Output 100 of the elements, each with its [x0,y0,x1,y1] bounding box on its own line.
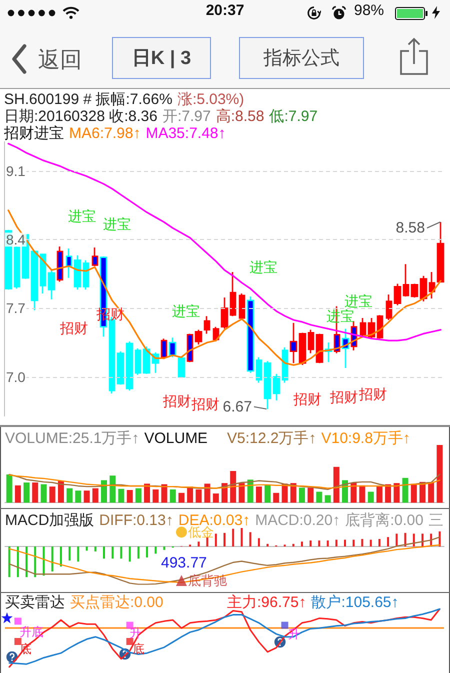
candlestick [142,346,150,375]
bar [256,486,262,503]
bar [378,538,380,547]
y-tick-label: 8.4 [6,232,26,248]
bar [198,542,200,547]
bar [77,546,80,562]
bar [370,540,372,547]
bar [396,534,398,547]
bar [170,489,176,503]
annotation: 招财 [60,320,88,336]
chart-title: SH.600199 # 振幅:7.66% [4,91,172,108]
candlestick [204,315,210,334]
legend-title: VOLUME [144,430,208,447]
line-series [8,142,442,342]
bar [6,474,12,503]
annotation: 升 [129,626,142,640]
y-tick-label: 7.7 [6,300,26,316]
bar [135,488,142,503]
bar [204,484,210,503]
candlestick [230,271,236,317]
bar [402,478,408,503]
text: 20:37 [204,2,246,19]
candlestick [256,356,262,384]
candlestick [66,248,72,279]
bar [40,484,47,503]
candlestick [134,348,142,376]
annotation: 升底 [19,624,44,639]
candlestick [298,332,306,366]
bar [394,483,400,503]
candlestick [272,373,280,402]
bar [359,485,366,503]
bar [292,544,294,547]
bar [34,546,36,578]
bar [60,546,62,567]
candlestick [316,333,324,364]
bar [42,546,45,576]
candlestick [160,338,168,360]
bar [224,532,226,547]
candlestick [220,296,228,330]
button[interactable]: 指标公式 [239,37,364,79]
button[interactable]: 日K | 3 [112,37,211,79]
bar [361,538,364,547]
bar [84,490,90,503]
candlestick [290,322,298,364]
bar [266,544,269,547]
bar [92,488,98,503]
candlestick [30,250,38,311]
annotation: 8.58 [396,220,425,236]
candlestick [194,329,202,346]
candlestick [116,350,124,386]
candlestick [238,292,246,320]
bar [144,484,150,503]
annotation: 6.67 [222,398,252,416]
bar [344,540,346,547]
y-tick-label: 9.1 [6,163,26,180]
annotation: 进宝 [344,292,372,308]
chart-title: MACD加强版 [5,512,94,529]
candlestick [92,246,98,267]
bar [249,532,252,547]
bar [128,546,131,562]
series-label: MACD:0.20↑ [255,512,340,529]
bar [14,485,21,503]
annotation: 招财 [359,386,387,402]
text: V10:9.8万手↑ [321,430,410,447]
bar [146,546,148,558]
bar [376,486,382,503]
bar [32,482,38,503]
bar [112,546,114,559]
text: 高:8.58 [216,108,264,125]
bar [196,489,202,503]
annotation: 招财 [192,396,220,412]
candlestick [436,221,444,282]
bar [316,492,322,503]
bar [410,484,417,503]
chart-subtitle: 日期:20160328 收:8.36 [4,108,158,125]
bar [368,492,374,503]
bar [310,540,312,547]
series-label: 散户:105.65↑ [311,594,399,611]
bar [178,492,184,503]
bar [335,540,338,547]
bar [428,482,434,503]
annotation: 进宝 [250,259,278,275]
bar [264,484,271,503]
bar [238,483,245,503]
bar [318,540,320,547]
bar [163,546,166,550]
bar [385,484,392,503]
bar [26,546,28,578]
bar [421,534,424,547]
candlestick [40,254,46,294]
candlestick [178,356,186,378]
bar [240,528,243,547]
bar [120,546,122,559]
bar [8,546,10,578]
annotation: 进宝 [68,208,96,224]
bar [137,546,140,559]
bar [102,546,105,559]
candlestick [126,340,134,392]
text: 开:7.97 [162,108,211,125]
candlestick [264,360,272,410]
